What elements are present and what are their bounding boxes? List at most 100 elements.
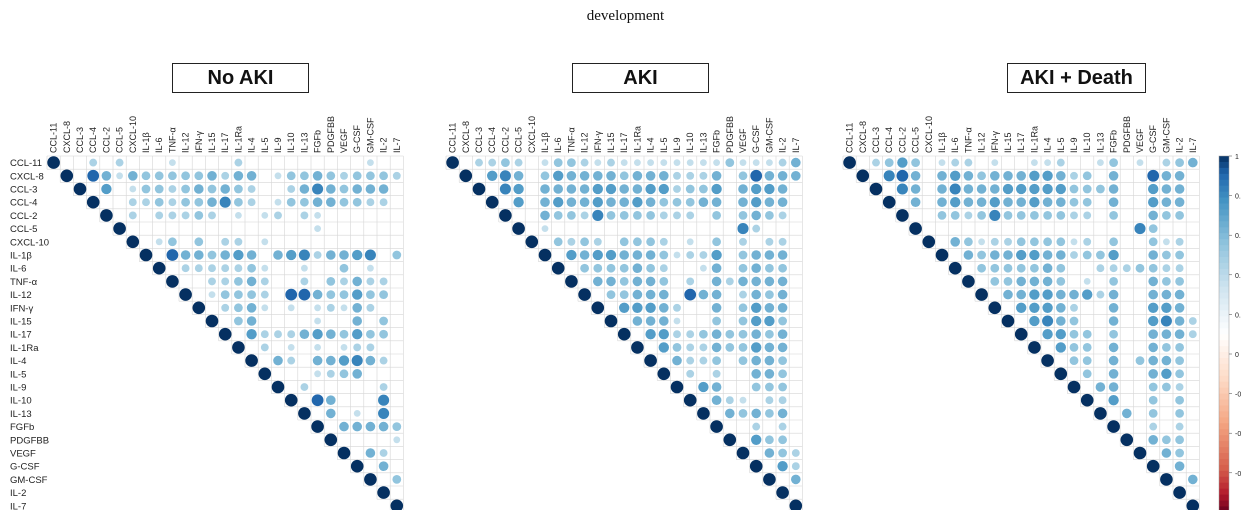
column-label: CCL-3 bbox=[871, 127, 881, 153]
color-legend: 10.0.0.0.0-0-0-0-0 bbox=[1218, 154, 1241, 510]
correlation-dot bbox=[606, 170, 616, 181]
correlation-dot bbox=[963, 184, 974, 194]
correlation-dot bbox=[1003, 250, 1013, 260]
column-label: IL-2 bbox=[778, 137, 788, 153]
correlation-dot bbox=[352, 316, 363, 326]
column-label: IL-5 bbox=[1056, 137, 1066, 153]
correlation-dot bbox=[260, 290, 269, 299]
correlation-dot bbox=[314, 317, 321, 325]
correlation-dot bbox=[1056, 211, 1066, 220]
correlation-dot-diagonal bbox=[1014, 327, 1028, 341]
correlation-dot bbox=[964, 237, 973, 247]
correlation-dot-diagonal bbox=[736, 446, 750, 460]
correlation-dot bbox=[1070, 238, 1078, 246]
correlation-dot bbox=[221, 264, 230, 273]
correlation-dot bbox=[326, 303, 335, 312]
correlation-dot bbox=[712, 316, 721, 326]
correlation-dot bbox=[181, 184, 190, 194]
correlation-dot bbox=[765, 382, 774, 392]
correlation-dot bbox=[142, 198, 150, 207]
correlation-dot bbox=[738, 303, 748, 313]
correlation-dot bbox=[287, 330, 296, 339]
correlation-dot-diagonal bbox=[856, 169, 870, 183]
correlation-dot bbox=[1187, 157, 1198, 168]
legend-swatch bbox=[1219, 256, 1229, 264]
correlation-dot bbox=[659, 264, 668, 273]
correlation-dot bbox=[141, 184, 151, 194]
correlation-dot bbox=[711, 302, 722, 313]
legend-swatch bbox=[1219, 482, 1229, 490]
correlation-dot bbox=[765, 329, 774, 339]
correlation-dot bbox=[352, 171, 362, 181]
correlation-dot bbox=[1108, 302, 1119, 313]
correlation-panel: CCL-11 CXCL-8 CCL-3 CCL-4 CCL-2 CCL-5 CXCL-10 I… bbox=[445, 116, 803, 510]
correlation-dot bbox=[1108, 170, 1119, 181]
correlation-dot bbox=[989, 197, 1000, 208]
correlation-dot bbox=[990, 277, 1000, 286]
correlation-dot bbox=[910, 184, 921, 194]
correlation-dot bbox=[312, 289, 323, 300]
correlation-dot bbox=[1175, 277, 1184, 286]
correlation-dot bbox=[194, 197, 204, 207]
correlation-dot bbox=[392, 422, 402, 431]
correlation-dot bbox=[325, 355, 336, 366]
correlation-dot bbox=[325, 408, 336, 419]
correlation-dot bbox=[287, 304, 295, 312]
correlation-dot bbox=[777, 250, 788, 260]
correlation-dot bbox=[645, 316, 656, 326]
correlation-dot bbox=[1108, 395, 1119, 406]
correlation-dot bbox=[274, 172, 282, 180]
correlation-dot bbox=[313, 251, 322, 259]
legend-swatch bbox=[1219, 476, 1229, 484]
correlation-dot bbox=[166, 249, 179, 261]
correlation-dot bbox=[950, 211, 960, 220]
row-label: FGFb bbox=[10, 422, 34, 433]
correlation-dot bbox=[541, 159, 549, 166]
legend-swatch bbox=[1219, 340, 1229, 347]
correlation-dot bbox=[989, 209, 1001, 221]
column-label: IL-17 bbox=[619, 132, 629, 153]
correlation-dot bbox=[513, 170, 524, 181]
correlation-dot bbox=[593, 263, 603, 273]
correlation-dot bbox=[1055, 302, 1066, 313]
correlation-dot bbox=[501, 158, 510, 167]
correlation-dot bbox=[1161, 302, 1172, 313]
correlation-dot-diagonal bbox=[113, 222, 126, 235]
correlation-dot bbox=[1029, 249, 1040, 261]
correlation-dot bbox=[207, 170, 217, 181]
correlation-dot bbox=[1042, 302, 1053, 313]
correlation-dot bbox=[300, 383, 309, 391]
correlation-dot bbox=[686, 343, 695, 352]
correlation-dot bbox=[592, 197, 603, 208]
correlation-dot-diagonal bbox=[60, 169, 74, 183]
correlation-dot bbox=[314, 212, 321, 219]
correlation-dot bbox=[1121, 408, 1132, 419]
column-label: IL-5 bbox=[260, 137, 270, 153]
correlation-dot bbox=[738, 211, 748, 220]
correlation-dot bbox=[300, 197, 309, 207]
correlation-dot bbox=[739, 159, 747, 166]
correlation-dot bbox=[752, 224, 761, 233]
correlation-dot bbox=[1175, 264, 1184, 273]
correlation-dot bbox=[951, 158, 960, 167]
correlation-dot bbox=[778, 422, 787, 431]
correlation-dot bbox=[658, 289, 669, 300]
correlation-dot bbox=[580, 158, 589, 167]
correlation-dot bbox=[234, 277, 243, 286]
correlation-dot bbox=[778, 211, 787, 220]
correlation-dot-diagonal bbox=[683, 393, 697, 407]
correlation-dot bbox=[339, 197, 349, 207]
correlation-dot bbox=[1042, 315, 1054, 327]
correlation-dot bbox=[1147, 169, 1160, 182]
correlation-dot-diagonal bbox=[525, 235, 539, 249]
correlation-dot bbox=[751, 250, 762, 260]
correlation-dot bbox=[1148, 237, 1158, 247]
correlation-dot bbox=[365, 184, 376, 194]
correlation-dot bbox=[751, 329, 762, 340]
correlation-dot bbox=[260, 330, 269, 339]
correlation-dot-diagonal bbox=[459, 169, 473, 183]
correlation-dot bbox=[686, 277, 695, 286]
correlation-dot bbox=[976, 184, 987, 194]
correlation-dot-diagonal bbox=[126, 235, 140, 249]
legend-swatch bbox=[1219, 173, 1229, 181]
